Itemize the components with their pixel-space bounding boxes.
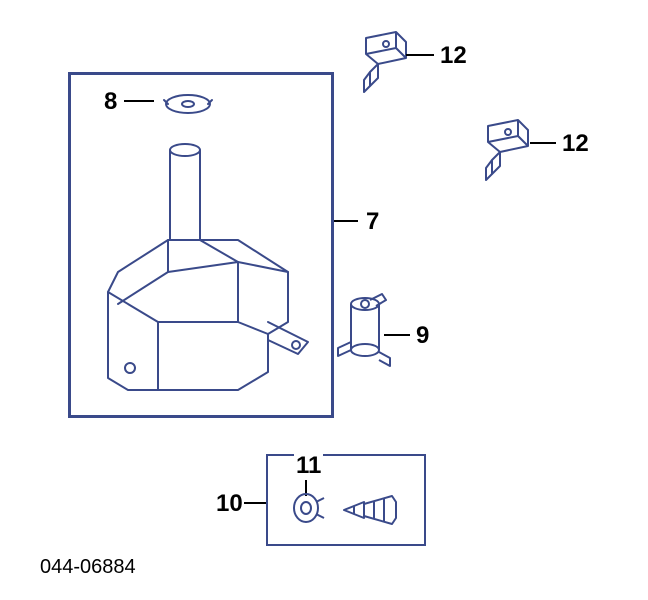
parts-diagram: 7 8 9 10 11 12 12 044-06884 bbox=[0, 0, 648, 600]
leader-8 bbox=[124, 100, 154, 102]
valve-and-hose-drawing bbox=[266, 454, 426, 546]
leader-12a bbox=[406, 54, 434, 56]
leader-10 bbox=[244, 502, 266, 504]
figure-part-number: 044-06884 bbox=[40, 556, 136, 579]
reservoir-drawing bbox=[68, 72, 334, 418]
leader-12b bbox=[530, 142, 556, 144]
callout-label-12b: 12 bbox=[562, 130, 589, 158]
leader-9 bbox=[384, 334, 410, 336]
nozzle-drawing-a bbox=[356, 30, 416, 100]
callout-label-10: 10 bbox=[216, 490, 243, 518]
callout-label-8: 8 bbox=[104, 88, 117, 116]
callout-label-11: 11 bbox=[294, 452, 323, 480]
callout-label-9: 9 bbox=[416, 322, 429, 350]
nozzle-drawing-b bbox=[478, 118, 538, 188]
leader-7 bbox=[334, 220, 358, 222]
pump-drawing bbox=[330, 292, 400, 382]
callout-label-12a: 12 bbox=[440, 42, 467, 70]
callout-label-7: 7 bbox=[366, 208, 379, 236]
